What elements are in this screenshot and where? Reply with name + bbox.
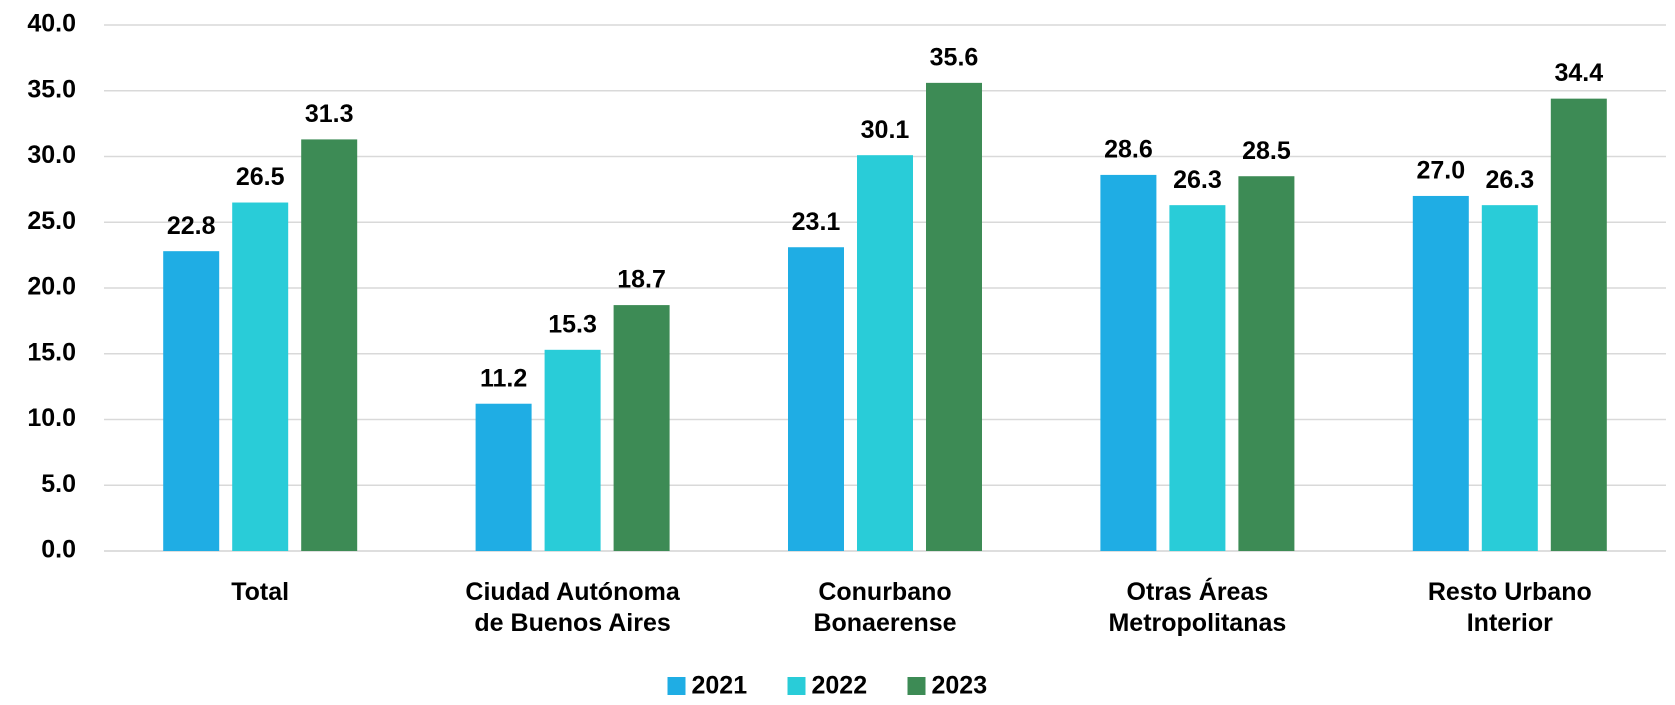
bar — [1169, 205, 1226, 551]
data-label: 31.3 — [305, 100, 354, 128]
bar — [1481, 205, 1538, 551]
bar — [926, 82, 982, 552]
data-label: 28.5 — [1242, 137, 1291, 165]
data-label: 35.6 — [930, 43, 979, 71]
legend-label: 2021 — [692, 672, 748, 700]
data-label: 34.4 — [1554, 59, 1603, 87]
data-label: 28.6 — [1104, 136, 1153, 164]
legend-swatch — [907, 677, 926, 695]
data-label: 22.8 — [167, 212, 216, 240]
y-tick-label: 30.0 — [27, 141, 76, 169]
y-tick-label: 20.0 — [27, 273, 76, 301]
bar — [857, 155, 913, 551]
y-tick-label: 5.0 — [41, 470, 76, 498]
legend-swatch — [667, 677, 686, 695]
y-tick-label: 0.0 — [41, 536, 76, 564]
data-label: 27.0 — [1416, 157, 1465, 185]
bar — [301, 139, 358, 551]
data-label: 30.1 — [861, 116, 910, 144]
bar — [475, 403, 532, 551]
bar — [1238, 176, 1295, 551]
legend-label: 2022 — [812, 672, 868, 700]
y-tick-label: 25.0 — [27, 207, 76, 235]
data-label: 26.3 — [1485, 166, 1534, 194]
bar — [163, 251, 220, 551]
data-label: 23.1 — [792, 208, 841, 236]
bar — [1412, 195, 1469, 551]
y-tick-label: 15.0 — [27, 338, 76, 366]
bar — [788, 247, 844, 552]
y-tick-label: 40.0 — [27, 10, 76, 38]
bar — [1100, 174, 1157, 551]
bar — [1550, 98, 1607, 551]
x-tick-label: Resto Urbano Interior — [1427, 578, 1592, 637]
y-tick-label: 10.0 — [27, 404, 76, 432]
data-label: 18.7 — [617, 266, 666, 294]
data-label: 26.3 — [1173, 166, 1222, 194]
bar — [613, 305, 670, 551]
x-tick-label: Otras Áreas Metropolitanas — [1108, 578, 1287, 637]
bar — [544, 349, 601, 551]
y-tick-label: 35.0 — [27, 75, 76, 103]
legend-swatch — [787, 677, 806, 695]
data-label: 11.2 — [480, 364, 527, 392]
x-tick-label: Total — [231, 578, 290, 606]
data-label: 26.5 — [236, 163, 285, 191]
x-tick-label: Conurbano Bonaerense — [813, 578, 957, 637]
legend-label: 2023 — [932, 672, 988, 700]
x-tick-label: Ciudad Autónoma de Buenos Aires — [465, 578, 680, 637]
data-label: 15.3 — [548, 310, 597, 338]
bar — [232, 202, 289, 551]
